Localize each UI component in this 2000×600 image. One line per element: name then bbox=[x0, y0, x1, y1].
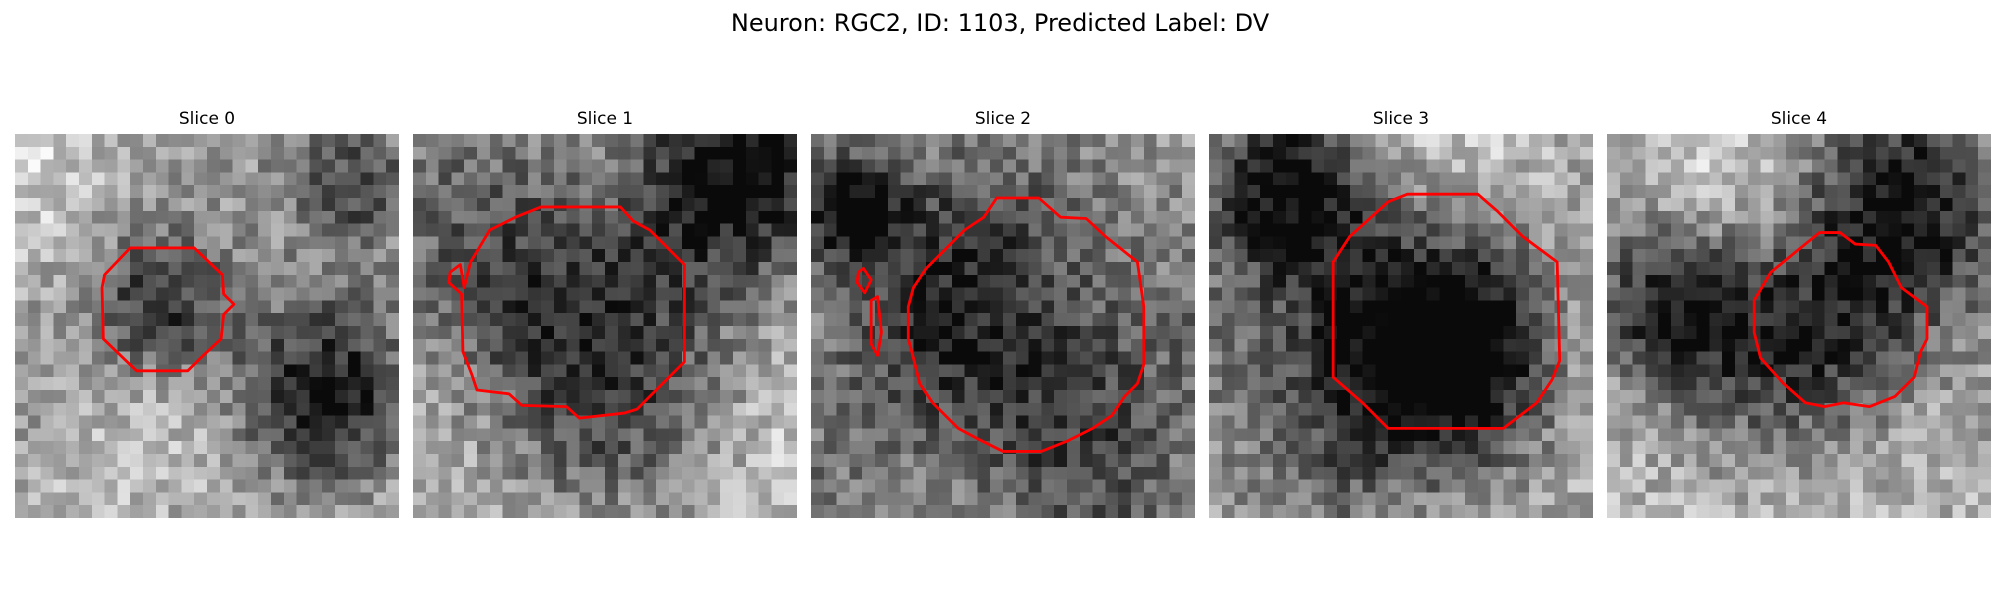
segmentation-contour bbox=[906, 196, 1146, 453]
slice-title: Slice 0 bbox=[178, 109, 236, 129]
slice-pixels bbox=[811, 134, 1195, 518]
slice-panel-4: Slice 4 bbox=[1607, 108, 1991, 518]
segmentation-contour bbox=[1331, 192, 1562, 430]
segmentation-contour bbox=[1752, 231, 1929, 409]
slice-panel-3: Slice 3 bbox=[1209, 108, 1593, 518]
slice-pixels bbox=[1607, 134, 1991, 518]
slice-image bbox=[811, 134, 1195, 518]
segmentation-contour bbox=[855, 266, 873, 295]
slice-panel-2: Slice 2 bbox=[811, 108, 1195, 518]
slice-pixels bbox=[15, 134, 399, 518]
segmentation-contour bbox=[100, 246, 236, 373]
slice-title: Slice 3 bbox=[1372, 109, 1430, 129]
slice-image bbox=[1209, 134, 1593, 518]
slice-title: Slice 1 bbox=[576, 109, 634, 129]
slice-pixels bbox=[413, 134, 797, 518]
segmentation-contour bbox=[447, 205, 686, 420]
segmentation-contour bbox=[869, 295, 883, 357]
slice-pixels bbox=[1209, 134, 1593, 518]
slice-panel-1: Slice 1 bbox=[413, 108, 797, 518]
slice-title: Slice 2 bbox=[974, 109, 1032, 129]
slice-image bbox=[413, 134, 797, 518]
slice-title: Slice 4 bbox=[1770, 109, 1828, 129]
slice-panel-0: Slice 0 bbox=[15, 108, 399, 518]
figure-title: Neuron: RGC2, ID: 1103, Predicted Label:… bbox=[730, 9, 1270, 37]
slice-image bbox=[1607, 134, 1991, 518]
slice-image bbox=[15, 134, 399, 518]
